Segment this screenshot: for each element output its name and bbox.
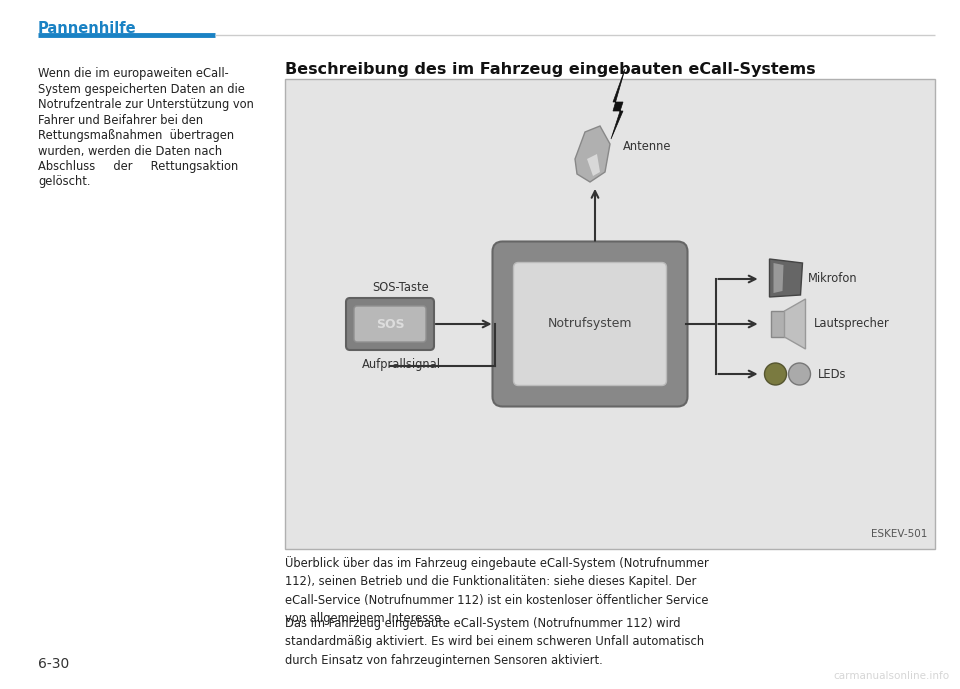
Text: ESKEV-501: ESKEV-501 [871, 529, 927, 539]
Text: System gespeicherten Daten an die: System gespeicherten Daten an die [38, 83, 245, 96]
Bar [771, 311, 784, 337]
Text: Überblick über das im Fahrzeug eingebaute eCall-System (Notrufnummer
112), seine: Überblick über das im Fahrzeug eingebaut… [285, 556, 708, 626]
FancyBboxPatch shape [354, 306, 426, 342]
FancyBboxPatch shape [346, 298, 434, 350]
Polygon shape [587, 154, 600, 176]
Polygon shape [611, 69, 625, 139]
Text: Lautsprecher: Lautsprecher [813, 318, 889, 331]
Text: LEDs: LEDs [818, 367, 846, 380]
Text: Mikrofon: Mikrofon [807, 273, 857, 285]
FancyBboxPatch shape [492, 242, 687, 407]
Polygon shape [774, 263, 783, 293]
Text: Antenne: Antenne [623, 139, 671, 152]
Text: Pannenhilfe: Pannenhilfe [38, 21, 136, 36]
Text: gelöscht.: gelöscht. [38, 176, 90, 189]
Text: Fahrer und Beifahrer bei den: Fahrer und Beifahrer bei den [38, 114, 204, 127]
Text: Notrufzentrale zur Unterstützung von: Notrufzentrale zur Unterstützung von [38, 98, 253, 111]
Circle shape [764, 363, 786, 385]
Text: Wenn die im europaweiten eCall-: Wenn die im europaweiten eCall- [38, 67, 228, 80]
Text: Aufprallsignal: Aufprallsignal [362, 358, 441, 371]
Polygon shape [770, 259, 803, 297]
FancyBboxPatch shape [514, 263, 666, 386]
Text: 6-30: 6-30 [38, 657, 69, 671]
Text: wurden, werden die Daten nach: wurden, werden die Daten nach [38, 145, 222, 158]
Text: Beschreibung des im Fahrzeug eingebauten eCall-Systems: Beschreibung des im Fahrzeug eingebauten… [285, 62, 816, 77]
Polygon shape [575, 126, 610, 182]
Text: Abschluss     der     Rettungsaktion: Abschluss der Rettungsaktion [38, 160, 238, 173]
Text: Notrufsystem: Notrufsystem [548, 318, 633, 331]
Text: SOS-Taste: SOS-Taste [372, 281, 429, 294]
Circle shape [788, 363, 810, 385]
Bar [285, 79, 935, 549]
Text: Das im Fahrzeug eingebaute eCall-System (Notrufnummer 112) wird
standardmäßig ak: Das im Fahrzeug eingebaute eCall-System … [285, 617, 704, 667]
Text: carmanualsonline.info: carmanualsonline.info [834, 671, 950, 681]
Polygon shape [784, 299, 805, 349]
Text: Rettungsmaßnahmen  übertragen: Rettungsmaßnahmen übertragen [38, 129, 234, 142]
Text: SOS: SOS [375, 318, 404, 331]
